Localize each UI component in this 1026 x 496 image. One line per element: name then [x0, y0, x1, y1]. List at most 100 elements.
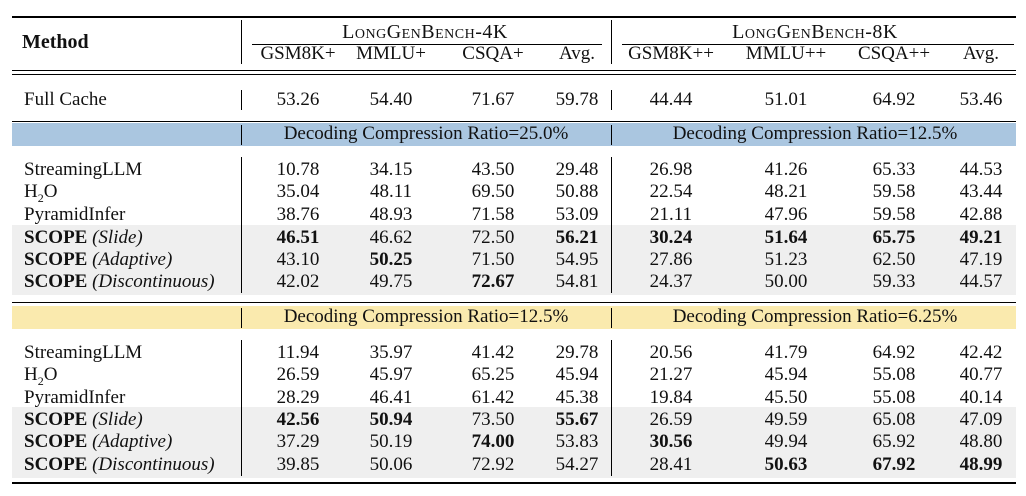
- method-cell: SCOPE (Discontinuous): [24, 271, 215, 293]
- value-cell: 55.67: [555, 409, 599, 430]
- value-cell: 65.92: [872, 431, 916, 452]
- value-cell: 28.41: [649, 454, 693, 475]
- value-cell: 59.58: [872, 181, 916, 202]
- section-rule: [12, 121, 1016, 122]
- value-cell: 65.08: [872, 409, 916, 430]
- value-cell: 50.00: [764, 271, 808, 292]
- value-cell: 34.15: [369, 159, 413, 180]
- value-cell: 42.56: [276, 409, 320, 430]
- compression-ratio-8k: Decoding Compression Ratio=12.5%: [672, 123, 958, 144]
- column-separator: [611, 340, 612, 476]
- column-separator: [611, 90, 612, 110]
- value-cell: 53.83: [555, 431, 599, 452]
- value-cell: 55.08: [872, 387, 916, 408]
- value-cell: 53.26: [276, 89, 320, 110]
- value-cell: 26.98: [649, 159, 693, 180]
- group-header-8k: LongGenBench-8K: [732, 21, 898, 43]
- method-cell: PyramidInfer: [24, 387, 126, 408]
- value-cell: 48.80: [959, 431, 1003, 452]
- value-cell: 45.94: [764, 364, 808, 385]
- value-cell: 27.86: [649, 249, 693, 270]
- value-cell: 22.54: [649, 181, 693, 202]
- value-cell: 48.93: [369, 204, 413, 225]
- value-cell: 61.42: [471, 387, 515, 408]
- column-separator: [611, 308, 612, 328]
- value-cell: 47.09: [959, 409, 1003, 430]
- value-cell: 65.75: [872, 227, 916, 248]
- value-cell: 41.42: [471, 342, 515, 363]
- group-underline-4k: [252, 44, 602, 45]
- value-cell: 51.23: [764, 249, 808, 270]
- value-cell: 30.56: [649, 431, 693, 452]
- value-cell: 47.96: [764, 204, 808, 225]
- value-cell: 64.92: [872, 89, 916, 110]
- group-underline-8k: [622, 44, 1014, 45]
- value-cell: 10.78: [276, 159, 320, 180]
- method-variant: (Adaptive): [87, 431, 173, 452]
- value-cell: 21.11: [649, 204, 693, 225]
- value-cell: 43.50: [471, 159, 515, 180]
- column-separator: [241, 90, 242, 110]
- column-header: CSQA++: [857, 43, 931, 64]
- column-separator: [241, 308, 242, 328]
- value-cell: 39.85: [276, 454, 320, 475]
- method-cell: SCOPE (Adaptive): [24, 431, 172, 453]
- value-cell: 54.40: [369, 89, 413, 110]
- value-cell: 53.46: [959, 89, 1003, 110]
- value-cell: 72.67: [471, 271, 515, 292]
- method-name: SCOPE: [24, 249, 88, 270]
- compression-ratio-4k: Decoding Compression Ratio=12.5%: [283, 306, 569, 327]
- value-cell: 44.44: [649, 89, 693, 110]
- top-rule: [12, 16, 1016, 18]
- column-header: MMLU+: [356, 43, 426, 64]
- value-cell: 29.78: [555, 342, 599, 363]
- value-cell: 48.99: [959, 454, 1003, 475]
- value-cell: 50.25: [369, 249, 413, 270]
- method-name: SCOPE: [24, 454, 88, 475]
- value-cell: 46.62: [369, 227, 413, 248]
- value-cell: 69.50: [471, 181, 515, 202]
- value-cell: 56.21: [555, 227, 599, 248]
- value-cell: 50.19: [369, 431, 413, 452]
- column-separator: [241, 20, 242, 64]
- group-header-4k: LongGenBench-4K: [342, 21, 508, 43]
- section-rule: [12, 302, 1016, 303]
- value-cell: 59.33: [872, 271, 916, 292]
- value-cell: 45.50: [764, 387, 808, 408]
- column-separator: [611, 20, 612, 64]
- value-cell: 46.51: [276, 227, 320, 248]
- value-cell: 67.92: [872, 454, 916, 475]
- method-name: SCOPE: [24, 271, 88, 292]
- value-cell: 73.50: [471, 409, 515, 430]
- value-cell: 37.29: [276, 431, 320, 452]
- value-cell: 45.94: [555, 364, 599, 385]
- value-cell: 71.67: [471, 89, 515, 110]
- scope-highlight: [12, 407, 1016, 478]
- method-variant: (Discontinuous): [87, 271, 215, 292]
- value-cell: 24.37: [649, 271, 693, 292]
- value-cell: 42.88: [959, 204, 1003, 225]
- value-cell: 65.33: [872, 159, 916, 180]
- value-cell: 26.59: [276, 364, 320, 385]
- value-cell: 72.92: [471, 454, 515, 475]
- header-rule: [12, 70, 1016, 71]
- value-cell: 28.29: [276, 387, 320, 408]
- value-cell: 74.00: [471, 431, 515, 452]
- header-rule-2: [12, 74, 1016, 75]
- value-cell: 48.21: [764, 181, 808, 202]
- compression-band: [12, 123, 1016, 146]
- method-cell: SCOPE (Adaptive): [24, 249, 172, 271]
- value-cell: 48.11: [369, 181, 413, 202]
- method-variant: (Adaptive): [87, 249, 173, 270]
- value-cell: 71.58: [471, 204, 515, 225]
- value-cell: 50.88: [555, 181, 599, 202]
- compression-band: [12, 306, 1016, 329]
- method-variant: (Slide): [87, 227, 143, 248]
- value-cell: 49.59: [764, 409, 808, 430]
- value-cell: 43.10: [276, 249, 320, 270]
- value-cell: 64.92: [872, 342, 916, 363]
- method-name: SCOPE: [24, 227, 88, 248]
- method-cell: H2O: [24, 364, 58, 388]
- value-cell: 45.38: [555, 387, 599, 408]
